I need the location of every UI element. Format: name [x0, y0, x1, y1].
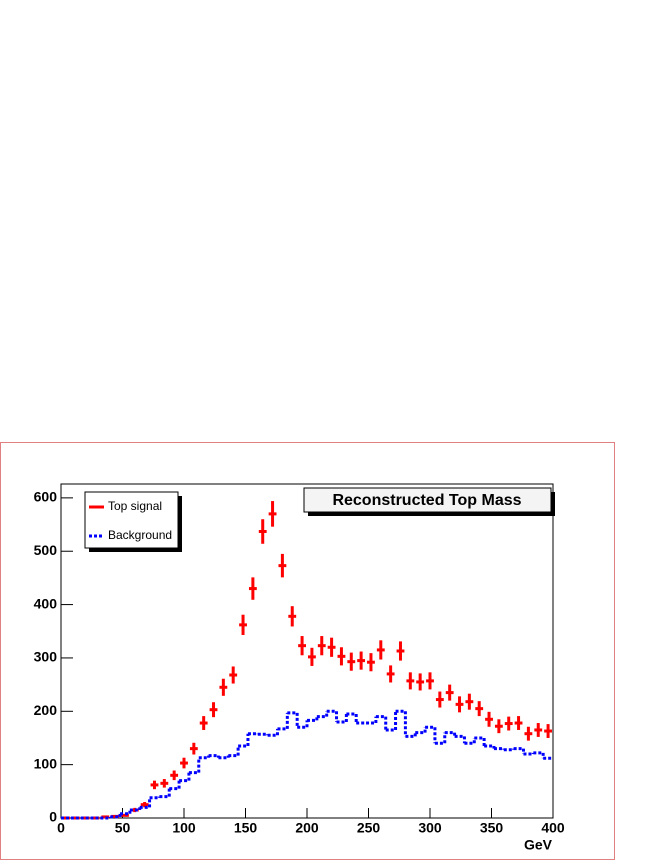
x-axis-label: GeV [524, 837, 553, 853]
legend-label: Top signal [108, 499, 162, 513]
y-tick-label: 100 [34, 755, 58, 771]
x-tick-label: 250 [357, 820, 381, 836]
x-tick-label: 100 [172, 820, 196, 836]
y-tick-label: 300 [34, 649, 58, 665]
x-tick-label: 150 [234, 820, 258, 836]
y-tick-label: 400 [34, 595, 58, 611]
chart-title: Reconstructed Top Mass [332, 492, 521, 509]
title-box [303, 487, 552, 513]
legend-box [84, 491, 179, 549]
y-tick-label: 200 [34, 702, 58, 718]
x-tick-label: 200 [295, 820, 319, 836]
y-tick-label: 0 [49, 809, 57, 825]
x-tick-label: 300 [418, 820, 442, 836]
x-tick-label: 350 [480, 820, 504, 836]
legend-label: Background [108, 528, 172, 542]
y-tick-label: 600 [34, 489, 58, 505]
x-tick-label: 50 [115, 820, 131, 836]
x-tick-label: 400 [541, 820, 565, 836]
y-tick-label: 500 [34, 542, 58, 558]
x-tick-label: 0 [57, 820, 65, 836]
